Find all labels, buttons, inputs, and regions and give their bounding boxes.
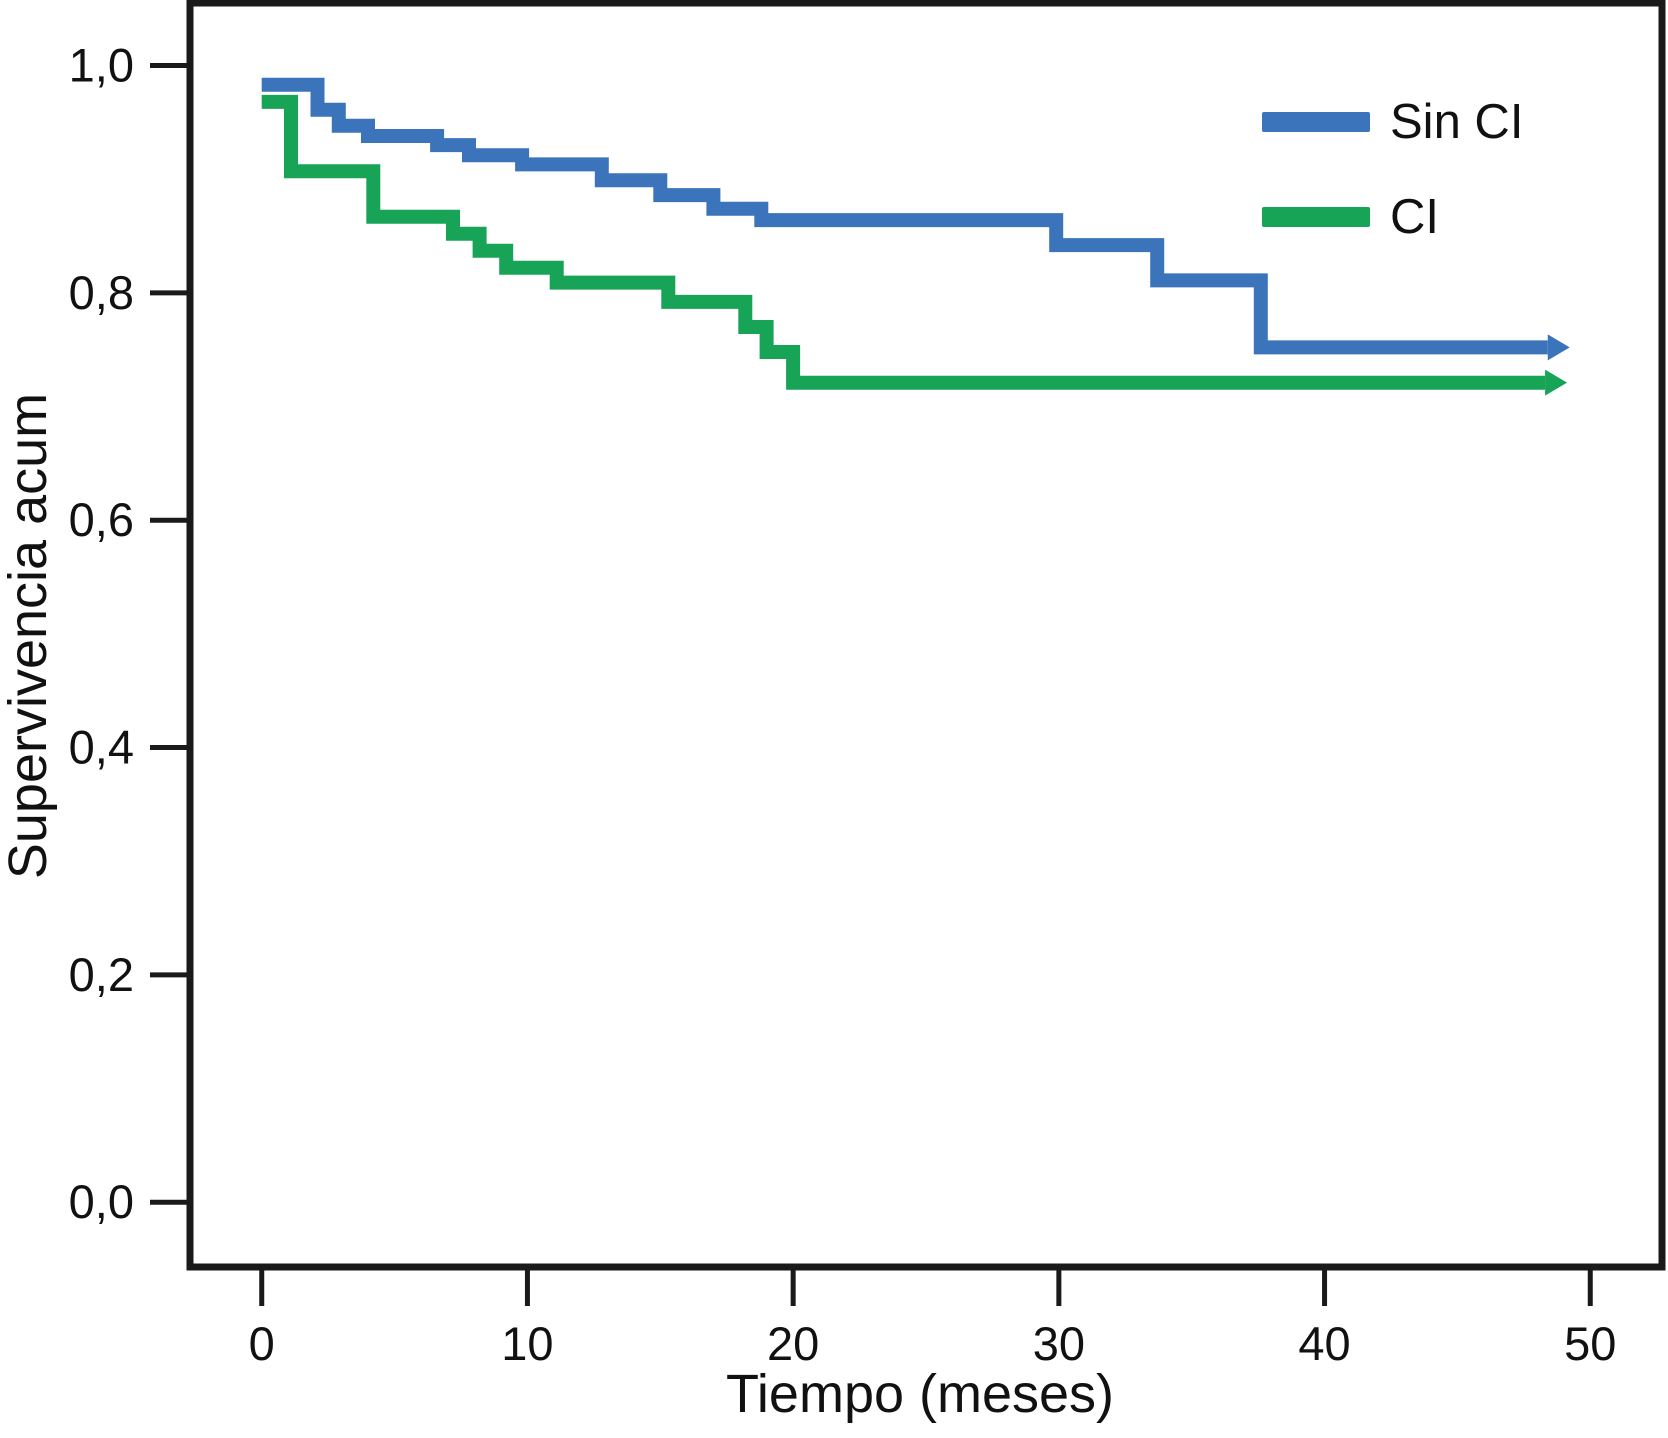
x-axis-title: Tiempo (meses) (726, 1364, 1114, 1424)
legend-swatch-ci (1262, 207, 1370, 227)
plot-border (186, 0, 1666, 1271)
x-tick-label: 50 (1564, 1317, 1616, 1370)
curve-arrow-ci (1545, 369, 1568, 396)
axes-layer: 1,0 0,8 0,6 0,4 0,2 0,0 0 10 20 30 40 50 (69, 0, 1666, 1370)
x-tick-label: 40 (1298, 1317, 1350, 1370)
y-tick-label: 0,0 (69, 1175, 134, 1228)
curve-ci (261, 94, 1546, 390)
y-tick-label: 0,4 (69, 721, 134, 774)
y-tick-label: 0,6 (69, 493, 134, 546)
y-tick-label: 0,8 (69, 266, 134, 319)
x-tick-label: 20 (767, 1317, 819, 1370)
curve-arrow-sin-ci (1547, 334, 1570, 361)
legend-swatch-sin-ci (1262, 112, 1370, 132)
y-axis-title: Supervivencia acum (0, 393, 58, 879)
legend-label-ci: CI (1390, 190, 1439, 244)
legend: Sin CI CI (1262, 95, 1523, 244)
x-tick-label: 30 (1033, 1317, 1085, 1370)
legend-label-sin-ci: Sin CI (1390, 95, 1523, 149)
curve-sin-ci (261, 77, 1548, 355)
x-tick-label: 0 (249, 1317, 275, 1370)
curves-layer (261, 77, 1570, 396)
x-tick-label: 10 (501, 1317, 553, 1370)
y-tick-label: 0,2 (69, 948, 134, 1001)
y-tick-label: 1,0 (69, 39, 134, 92)
